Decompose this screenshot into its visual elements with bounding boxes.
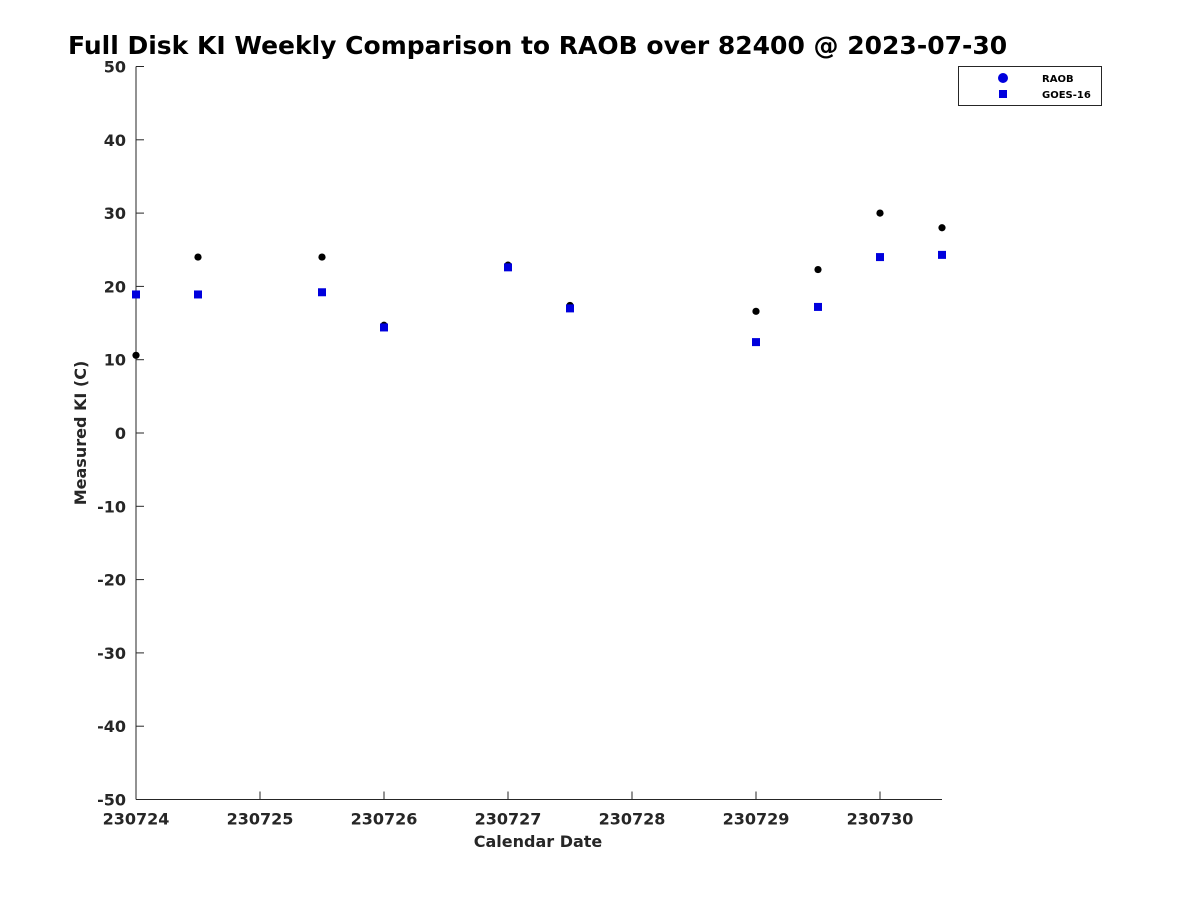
- raob-point: [752, 307, 760, 315]
- goes16-point: [814, 302, 822, 311]
- goes16-point: [566, 304, 574, 313]
- goes16-point: [380, 323, 388, 332]
- legend-marker-raob: [998, 73, 1008, 83]
- raob-point: [876, 209, 884, 217]
- raob-point: [132, 351, 140, 359]
- y-tick-label: -40: [97, 717, 126, 736]
- legend-label: GOES-16: [1042, 90, 1091, 101]
- y-tick-label: -20: [97, 571, 126, 590]
- goes16-point: [318, 288, 326, 297]
- chart-title: Full Disk KI Weekly Comparison to RAOB o…: [68, 31, 1007, 60]
- raob-point: [318, 253, 326, 261]
- y-tick-label: 50: [104, 58, 126, 77]
- raob-point: [938, 224, 946, 232]
- y-tick-label: 10: [104, 351, 126, 370]
- x-tick-label: 230724: [103, 810, 170, 829]
- legend-items: RAOB GOES-16: [998, 73, 1091, 101]
- x-axis-label: Calendar Date: [474, 832, 603, 851]
- x-tick-label: 230725: [227, 810, 294, 829]
- y-tick-label: 40: [104, 131, 126, 150]
- raob-point: [814, 265, 822, 274]
- x-tick-label: 230728: [599, 810, 666, 829]
- x-tick-label: 230727: [475, 810, 542, 829]
- x-tick-label: 230729: [723, 810, 790, 829]
- legend-box: [958, 66, 1102, 106]
- x-ticks: 230724 230725 230726 230727 230728 230729 2307…: [103, 791, 914, 829]
- x-tick-label: 230726: [351, 810, 418, 829]
- goes16-point: [938, 250, 946, 259]
- y-tick-label: 20: [104, 277, 126, 296]
- goes16-point: [194, 290, 202, 299]
- y-tick-label: -50: [97, 791, 126, 810]
- y-ticks: -50 -40 -30 -20 -10 0 10 20 30 40 50: [97, 58, 144, 810]
- goes16-point: [132, 290, 140, 299]
- raob-point: [194, 253, 202, 261]
- goes16-point: [752, 338, 760, 347]
- goes16-point: [504, 263, 512, 272]
- data-points: [132, 209, 946, 359]
- goes16-point: [876, 253, 884, 262]
- legend: RAOB GOES-16: [958, 66, 1102, 106]
- y-tick-label: -10: [97, 497, 126, 516]
- legend-label: RAOB: [1042, 74, 1074, 85]
- y-tick-label: 30: [104, 204, 126, 223]
- y-tick-label: 0: [115, 424, 126, 443]
- y-axis-label: Measured KI (C): [71, 361, 90, 506]
- x-tick-label: 230730: [847, 810, 914, 829]
- legend-marker-goes16: [999, 90, 1007, 98]
- y-tick-label: -30: [97, 644, 126, 663]
